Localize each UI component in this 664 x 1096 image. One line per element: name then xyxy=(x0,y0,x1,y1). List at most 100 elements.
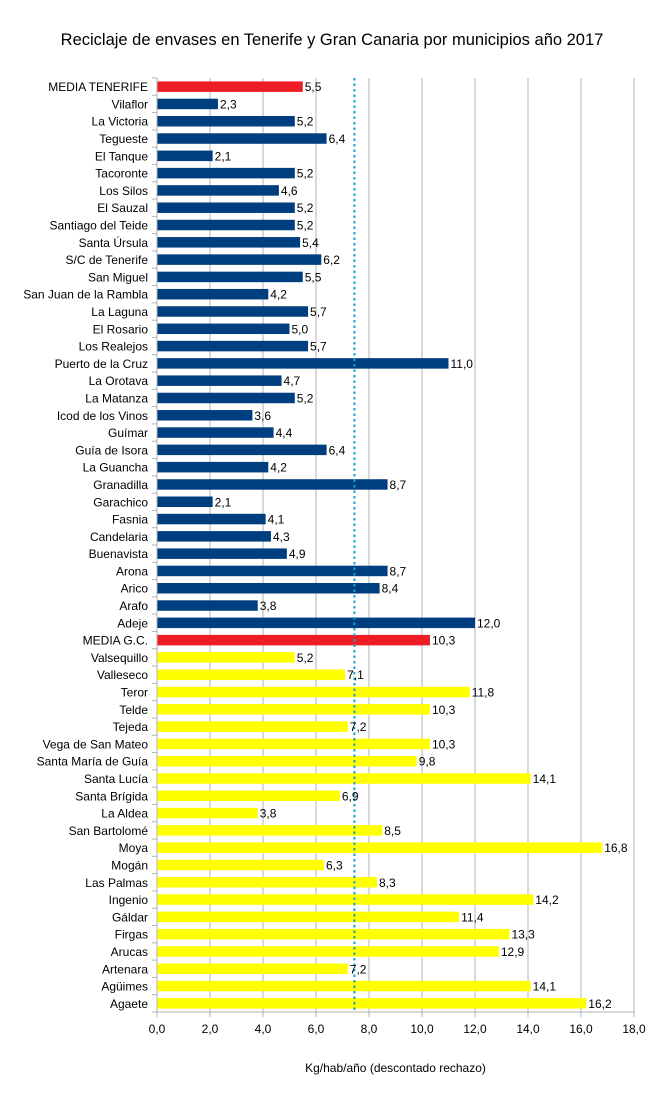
category-label: La Guancha xyxy=(83,461,149,475)
data-label: 7,2 xyxy=(350,720,367,734)
bar xyxy=(157,946,499,957)
data-label: 10,3 xyxy=(432,634,456,648)
data-label: 5,2 xyxy=(297,219,314,233)
bar xyxy=(157,479,388,490)
bars xyxy=(157,81,603,1009)
data-label: 7,1 xyxy=(347,668,364,682)
category-label: Los Silos xyxy=(99,184,148,198)
bar xyxy=(157,565,388,577)
category-label: Puerto de la Cruz xyxy=(55,357,148,371)
data-label: 4,4 xyxy=(276,426,293,440)
bar xyxy=(157,877,377,888)
data-label: 4,6 xyxy=(281,184,298,198)
bar xyxy=(157,842,603,853)
data-label: 8,3 xyxy=(379,876,396,890)
data-label: 9,8 xyxy=(419,755,436,769)
data-label: 14,2 xyxy=(535,893,559,907)
category-label: El Tanque xyxy=(95,149,148,163)
data-label: 10,3 xyxy=(432,737,456,751)
data-label: 2,1 xyxy=(215,149,232,163)
bar xyxy=(157,998,587,1009)
bar xyxy=(157,254,322,265)
x-tick-label: 10,0 xyxy=(410,1022,434,1036)
data-label: 3,8 xyxy=(260,599,277,613)
bar xyxy=(157,704,430,715)
bar xyxy=(157,790,340,802)
bar xyxy=(157,600,258,611)
category-label: Mogán xyxy=(111,858,148,872)
category-label: Gáldar xyxy=(112,910,148,924)
category-label: Tacoronte xyxy=(95,167,148,181)
data-label: 8,4 xyxy=(382,582,399,596)
bar xyxy=(157,859,324,871)
data-label: 3,8 xyxy=(260,807,277,821)
bar xyxy=(157,582,380,594)
bar xyxy=(157,738,430,750)
data-label: 6,9 xyxy=(342,789,359,803)
data-label: 4,1 xyxy=(268,513,285,527)
bar xyxy=(157,237,301,248)
bar xyxy=(157,98,218,110)
category-label: Guímar xyxy=(108,426,148,440)
category-label: Valsequillo xyxy=(91,651,148,665)
x-tick-label: 12,0 xyxy=(463,1022,487,1036)
bar xyxy=(157,444,327,456)
category-label: MEDIA TENERIFE xyxy=(48,80,148,94)
data-label: 4,7 xyxy=(284,374,301,388)
data-label: 4,2 xyxy=(270,461,287,475)
category-label: Candelaria xyxy=(90,530,148,544)
category-label: Santa Úrsula xyxy=(79,235,149,250)
chart-title: Reciclaje de envases en Tenerife y Gran … xyxy=(60,31,604,49)
data-label: 16,8 xyxy=(604,841,628,855)
category-label: MEDIA G.C. xyxy=(83,634,148,648)
bar xyxy=(157,773,531,784)
data-label: 8,7 xyxy=(390,478,407,492)
bar xyxy=(157,652,295,663)
category-label: Guía de Isora xyxy=(75,443,148,457)
category-label: Granadilla xyxy=(93,478,148,492)
bar xyxy=(157,81,303,92)
category-label: Santiago del Teide xyxy=(49,219,148,233)
bar xyxy=(157,358,449,369)
category-label: Agaete xyxy=(110,997,148,1011)
data-label: 12,9 xyxy=(501,945,525,959)
category-label: Moya xyxy=(119,841,149,855)
bar xyxy=(157,617,475,629)
data-label: 5,2 xyxy=(297,167,314,181)
x-tick-label: 18,0 xyxy=(622,1022,646,1036)
data-label: 4,2 xyxy=(270,288,287,302)
bar xyxy=(157,306,309,317)
bar xyxy=(157,271,303,283)
bar xyxy=(157,340,309,352)
category-label: Agüimes xyxy=(101,980,148,994)
category-label: Tejeda xyxy=(113,720,149,734)
gridlines xyxy=(209,78,635,1012)
data-label: 6,2 xyxy=(323,253,340,267)
data-label: 4,3 xyxy=(273,530,290,544)
category-label: Artenara xyxy=(102,962,148,976)
category-label: Vega de San Mateo xyxy=(43,737,149,751)
bar xyxy=(157,531,271,542)
bar xyxy=(157,825,383,836)
category-label: La Matanza xyxy=(85,391,148,405)
data-label: 5,2 xyxy=(297,201,314,215)
bar xyxy=(157,150,213,162)
category-label: Santa María de Guía xyxy=(37,755,149,769)
data-label: 5,7 xyxy=(310,305,327,319)
data-label: 14,1 xyxy=(533,772,557,786)
bar xyxy=(157,115,295,127)
category-label: Vilaflor xyxy=(112,97,148,111)
bar xyxy=(157,755,417,767)
category-label: Telde xyxy=(119,703,148,717)
data-label: 8,5 xyxy=(384,824,401,838)
data-label: 13,3 xyxy=(511,928,535,942)
bar xyxy=(157,410,253,421)
category-label: Santa Lucía xyxy=(84,772,148,786)
bar xyxy=(157,202,295,213)
x-tick-label: 8,0 xyxy=(361,1022,378,1036)
bar xyxy=(157,686,470,698)
bar xyxy=(157,461,269,473)
data-label: 4,9 xyxy=(289,547,306,561)
data-labels: 5,52,35,26,42,15,24,65,25,25,46,25,54,25… xyxy=(215,80,628,1011)
